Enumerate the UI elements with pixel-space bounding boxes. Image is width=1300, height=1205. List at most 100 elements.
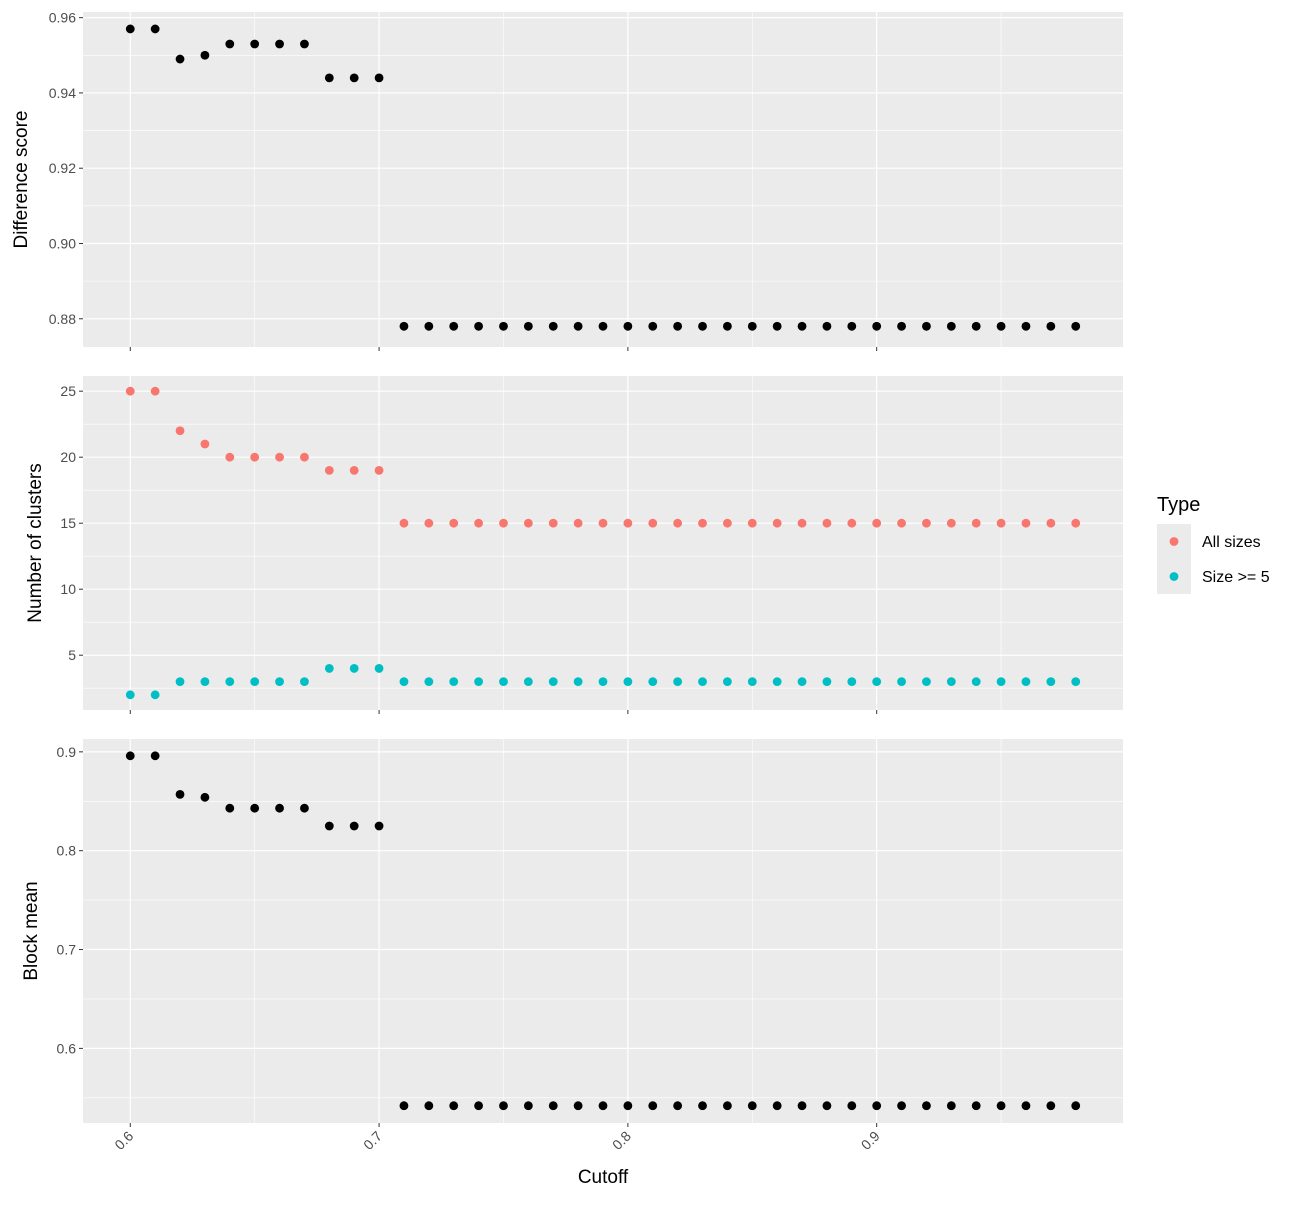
data-point (573, 321, 583, 331)
data-point (1046, 1101, 1056, 1111)
data-point (922, 677, 931, 687)
data-point (673, 1101, 683, 1111)
data-point (922, 1101, 931, 1111)
y-tick-label: 10 (60, 581, 76, 597)
panel-2: 5 10 15 20 25 Number of clusters (25, 376, 1123, 714)
data-point (971, 518, 981, 528)
data-point (971, 1101, 981, 1111)
data-point (946, 1101, 956, 1111)
data-point (449, 677, 459, 687)
data-point (324, 465, 334, 475)
y-tick-label: 0.8 (57, 843, 77, 859)
data-point (797, 1101, 807, 1111)
series-values (125, 751, 1081, 1111)
x-tick-label: 0.7 (360, 1128, 385, 1153)
data-point (399, 677, 409, 687)
data-point (648, 1101, 658, 1111)
data-point (399, 1101, 409, 1111)
data-point (1021, 518, 1031, 528)
data-point (698, 321, 707, 331)
data-point (847, 518, 857, 528)
data-point (349, 465, 359, 475)
data-point (897, 677, 906, 687)
data-point (200, 50, 210, 60)
data-point (1046, 677, 1056, 687)
y-axis-title: Block mean (21, 881, 42, 980)
data-point (822, 518, 832, 528)
data-point (1071, 677, 1081, 687)
data-point (723, 518, 732, 528)
data-point (175, 789, 185, 799)
data-point (175, 677, 185, 687)
legend-label: All sizes (1202, 534, 1261, 551)
data-point (523, 321, 533, 331)
legend-label: Size >= 5 (1202, 569, 1270, 586)
x-tick-label: 0.8 (609, 1128, 634, 1153)
data-point (648, 321, 658, 331)
data-point (225, 452, 235, 462)
data-point (897, 1101, 906, 1111)
data-point (797, 321, 807, 331)
panel-background (83, 739, 1123, 1123)
data-point (723, 677, 732, 687)
data-point (1071, 1101, 1081, 1111)
data-point (523, 518, 533, 528)
y-tick-label: 25 (60, 383, 76, 399)
data-point (1071, 518, 1081, 528)
series-size-5 (125, 664, 1081, 700)
data-point (424, 518, 434, 528)
data-point (474, 677, 483, 687)
data-point (399, 321, 409, 331)
y-axis-title: Number of clusters (25, 463, 46, 622)
data-point (772, 677, 782, 687)
data-point (698, 518, 707, 528)
data-point (474, 1101, 483, 1111)
data-point (996, 677, 1006, 687)
data-point (548, 1101, 558, 1111)
data-point (125, 386, 135, 396)
data-point (374, 465, 384, 475)
data-point (548, 518, 558, 528)
data-point (847, 1101, 857, 1111)
legend: Type All sizes Size >= 5 (1157, 494, 1270, 594)
data-point (648, 677, 658, 687)
data-point (250, 39, 260, 49)
data-point (125, 24, 135, 34)
data-point (300, 677, 309, 687)
data-point (349, 664, 359, 673)
data-point (698, 1101, 707, 1111)
data-point (200, 439, 210, 449)
data-point (1071, 321, 1081, 331)
y-tick-label: 0.90 (49, 235, 76, 251)
data-point (772, 1101, 782, 1111)
data-point (499, 518, 508, 528)
data-point (175, 426, 185, 436)
data-point (971, 321, 981, 331)
data-point (872, 677, 882, 687)
data-point (747, 1101, 757, 1111)
data-point (648, 518, 658, 528)
data-point (424, 1101, 434, 1111)
data-point (125, 690, 135, 700)
data-point (946, 321, 956, 331)
data-point (673, 321, 683, 331)
data-point (573, 677, 583, 687)
data-point (573, 518, 583, 528)
data-point (150, 690, 160, 700)
legend-key-marker (1169, 537, 1179, 546)
data-point (150, 751, 160, 761)
data-point (324, 664, 334, 673)
data-point (275, 39, 284, 49)
data-point (324, 73, 334, 83)
y-tick-label: 0.7 (57, 942, 77, 958)
data-point (723, 1101, 732, 1111)
data-point (1021, 321, 1031, 331)
data-point (324, 821, 334, 831)
data-point (250, 803, 260, 813)
data-point (922, 321, 931, 331)
data-point (822, 321, 832, 331)
data-point (548, 321, 558, 331)
data-point (747, 321, 757, 331)
data-point (897, 518, 906, 528)
data-point (822, 677, 832, 687)
